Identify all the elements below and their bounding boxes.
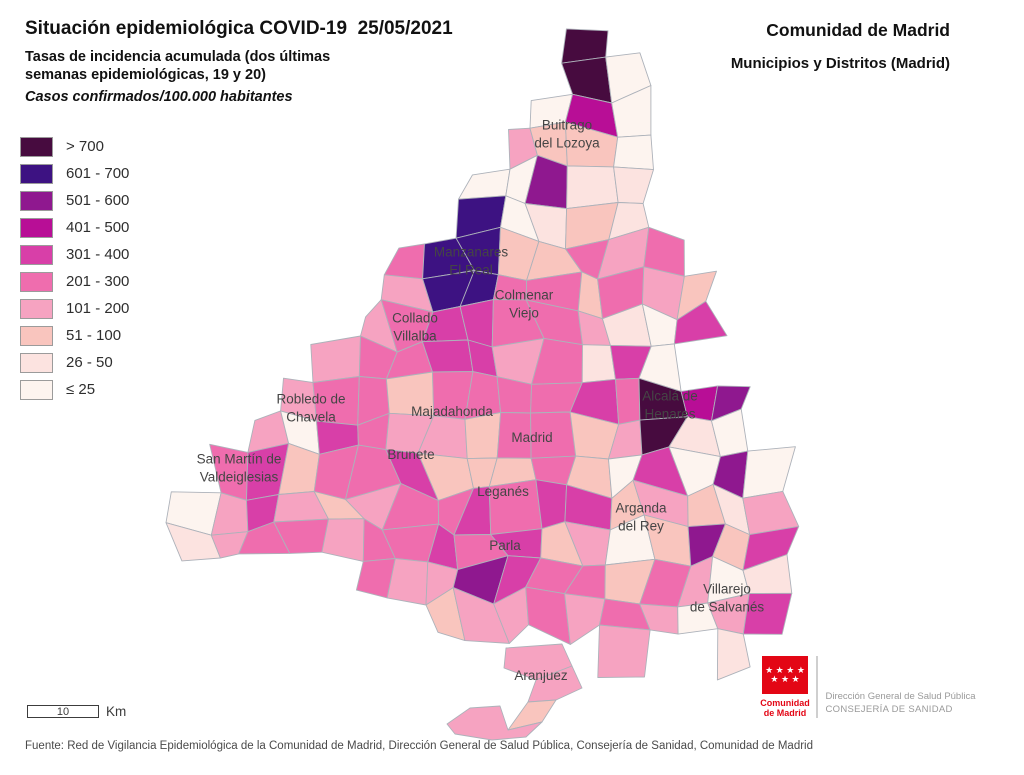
legend-label: ≤ 25	[66, 381, 96, 398]
flag-stars-top: ★ ★ ★ ★	[765, 665, 805, 675]
legend-row: > 700	[20, 136, 129, 157]
page-subtitle: Tasas de incidencia acumulada (dos últim…	[25, 49, 331, 84]
legend-row: ≤ 25	[20, 379, 129, 400]
legend-swatch	[20, 163, 53, 184]
legend-swatch	[20, 325, 53, 346]
region-title: Comunidad de Madrid	[766, 20, 950, 40]
legend-label: 51 - 100	[66, 327, 122, 344]
scale-bar: 10 Km	[27, 704, 126, 719]
legend-row: 101 - 200	[20, 298, 129, 319]
madrid-flag-icon: ★ ★ ★ ★ ★ ★ ★	[762, 656, 808, 694]
scale-bar-unit: Km	[106, 704, 127, 719]
legend-label: 401 - 500	[66, 219, 130, 236]
legend-swatch	[20, 379, 53, 400]
map-cell	[615, 377, 641, 425]
legend-swatch	[20, 217, 53, 238]
map-cell	[742, 446, 796, 499]
legend-label: 201 - 300	[66, 273, 130, 290]
legend-swatch	[20, 271, 53, 292]
map-cell	[383, 243, 425, 280]
map-cell	[673, 300, 728, 345]
legend-label: 601 - 700	[66, 165, 130, 182]
logo-wordmark: Comunidad de Madrid	[760, 698, 810, 719]
region-header: Comunidad de Madrid Municipios y Distrit…	[731, 20, 950, 72]
legend-swatch	[20, 244, 53, 265]
scale-bar-rect: 10	[27, 705, 99, 718]
map-cell	[597, 624, 651, 678]
legend-swatch	[20, 136, 53, 157]
logo-divider	[816, 656, 818, 718]
logo-department: Dirección General de Salud Pública CONSE…	[826, 656, 976, 719]
legend-swatch	[20, 298, 53, 319]
legend: > 700 601 - 700 501 - 600 401 - 500 301 - 40…	[20, 136, 129, 400]
dept-line-1: Dirección General de Salud Pública	[825, 691, 976, 703]
legend-label: 301 - 400	[66, 246, 130, 263]
map-cell	[566, 165, 619, 210]
legend-row: 501 - 600	[20, 190, 129, 211]
source-footer: Fuente: Red de Vigilancia Epidemiológica…	[25, 740, 814, 752]
legend-swatch	[20, 190, 53, 211]
map-cell	[527, 665, 583, 703]
map-cell	[530, 411, 577, 459]
page-title: Situación epidemiológica COVID-19 25/05/…	[25, 18, 453, 39]
flag-stars-bottom: ★ ★ ★	[770, 674, 800, 684]
map-cell	[209, 443, 249, 501]
map-cell	[321, 518, 365, 562]
dept-line-2: CONSEJERÍA DE SANIDAD	[825, 703, 953, 715]
map-cell	[310, 335, 361, 383]
map-cell	[525, 586, 571, 645]
map-cell	[488, 479, 543, 535]
comunidad-madrid-logo: ★ ★ ★ ★ ★ ★ ★ Comunidad de Madrid Direcc…	[760, 656, 975, 719]
map-cell	[581, 344, 616, 384]
map-cell	[458, 168, 511, 200]
flag-and-wordmark: ★ ★ ★ ★ ★ ★ ★ Comunidad de Madrid	[760, 656, 810, 719]
map-cell	[312, 376, 360, 426]
legend-row: 26 - 50	[20, 352, 129, 373]
legend-label: 101 - 200	[66, 300, 130, 317]
units-note: Casos confirmados/100.000 habitantes	[25, 89, 293, 105]
map-cell	[742, 592, 793, 635]
legend-row: 51 - 100	[20, 325, 129, 346]
map-cell	[496, 412, 532, 459]
legend-label: 26 - 50	[66, 354, 113, 371]
legend-row: 201 - 300	[20, 271, 129, 292]
legend-row: 401 - 500	[20, 217, 129, 238]
legend-row: 601 - 700	[20, 163, 129, 184]
legend-swatch	[20, 352, 53, 373]
map-cell	[446, 705, 543, 741]
map-cell	[464, 412, 502, 460]
map-cell	[613, 134, 654, 171]
map-cell	[716, 628, 751, 681]
legend-label: 501 - 600	[66, 192, 130, 209]
legend-row: 301 - 400	[20, 244, 129, 265]
map-cell	[613, 166, 654, 204]
map-cell	[385, 371, 435, 417]
legend-label: > 700	[66, 138, 104, 155]
region-subtitle: Municipios y Distritos (Madrid)	[730, 55, 950, 72]
